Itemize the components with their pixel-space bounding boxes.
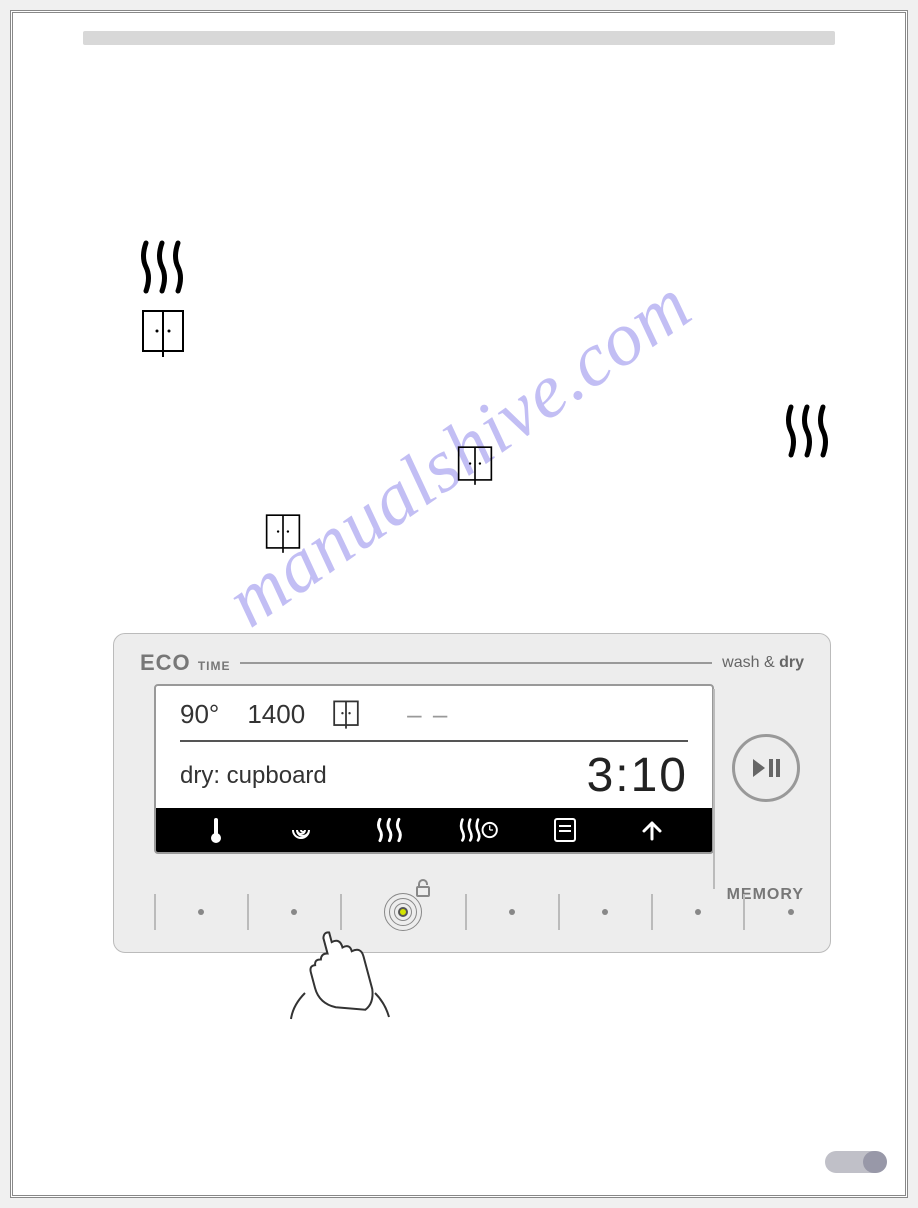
control-panel: ECO TIME wash & dry 90° 1400 – – dry: cu… xyxy=(113,633,831,953)
panel-button[interactable] xyxy=(509,909,515,915)
header-divider xyxy=(240,662,712,664)
button-divider xyxy=(154,894,156,930)
heat-timer-icon xyxy=(458,815,498,845)
button-divider xyxy=(465,894,467,930)
panel-header: ECO TIME wash & dry xyxy=(140,650,804,676)
thermometer-icon xyxy=(196,815,236,845)
arrow-up-icon xyxy=(632,815,672,845)
panel-button[interactable] xyxy=(695,909,701,915)
lcd-status-row: 90° 1400 – – xyxy=(180,698,688,742)
heat-icon xyxy=(783,403,833,471)
button-divider xyxy=(247,894,249,930)
eco-brand-text: ECO xyxy=(140,650,191,675)
option-dashes: – – xyxy=(407,699,449,730)
panel-button[interactable] xyxy=(198,909,204,915)
manual-page: manualshive.com ECO TIME wash & dry xyxy=(10,10,908,1198)
eco-logo: ECO TIME xyxy=(140,650,230,676)
time-remaining: 3:10 xyxy=(587,748,688,803)
cupboard-icon xyxy=(333,698,359,730)
memory-button[interactable] xyxy=(788,909,794,915)
play-pause-button[interactable] xyxy=(732,734,800,802)
panel-button[interactable] xyxy=(291,909,297,915)
cupboard-icon xyxy=(265,513,301,555)
button-divider xyxy=(340,894,342,930)
lcd-display: 90° 1400 – – dry: cupboard 3:10 xyxy=(154,684,714,854)
page-tab xyxy=(825,1151,875,1173)
temperature-value: 90° xyxy=(180,699,219,730)
top-bar xyxy=(83,31,835,45)
button-divider xyxy=(558,894,560,930)
spiral-icon xyxy=(283,815,323,845)
eco-sub-text: TIME xyxy=(198,659,231,673)
heat-icon xyxy=(138,239,188,307)
lcd-main-row: dry: cupboard 3:10 xyxy=(180,748,688,803)
dry-level-button[interactable] xyxy=(384,893,422,931)
panel-button[interactable] xyxy=(602,909,608,915)
menu-icon xyxy=(545,815,585,845)
heat-icon xyxy=(370,815,410,845)
program-label: dry: cupboard xyxy=(180,762,327,790)
cupboard-icon xyxy=(457,445,493,487)
panel-divider xyxy=(713,689,715,889)
spin-value: 1400 xyxy=(247,699,305,730)
mode-label: wash & dry xyxy=(722,654,804,672)
lcd-icon-bar xyxy=(156,808,712,852)
button-divider xyxy=(651,894,653,930)
cupboard-icon xyxy=(141,309,185,359)
button-divider xyxy=(743,894,745,930)
button-row xyxy=(154,892,794,932)
